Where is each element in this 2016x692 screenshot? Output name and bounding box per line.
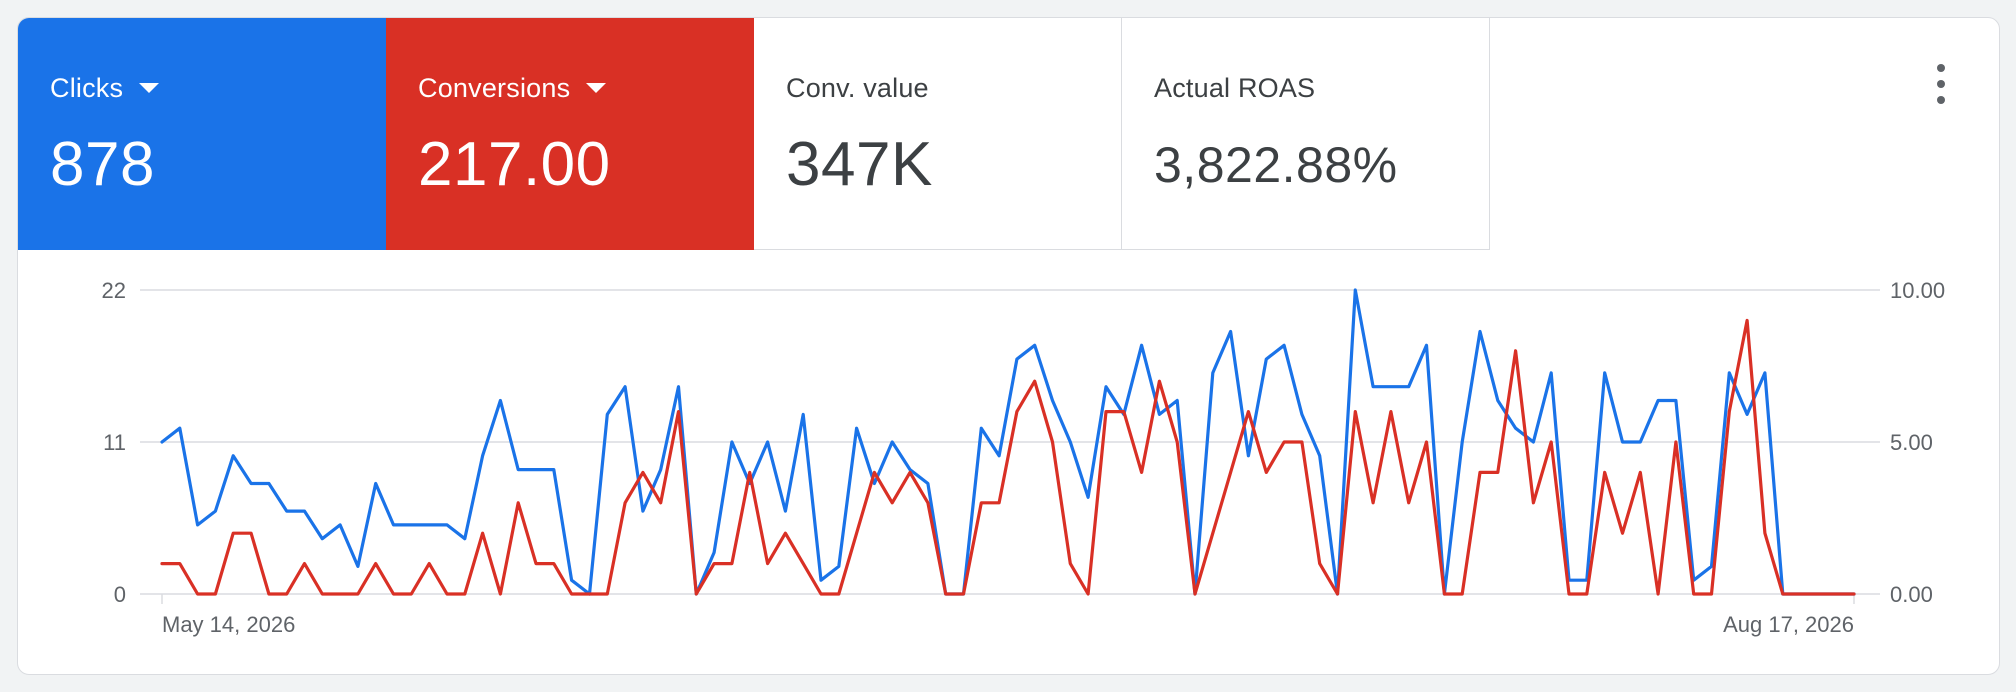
- metric-label-conv-value: Conv. value: [786, 72, 929, 103]
- y-right-tick-label: 5.00: [1890, 430, 1933, 455]
- metric-tile-actual-roas[interactable]: Actual ROAS 3,822.88%: [1122, 18, 1490, 250]
- more-dot: [1937, 64, 1945, 72]
- more-dot: [1937, 80, 1945, 88]
- metric-label-clicks: Clicks: [50, 72, 124, 103]
- more-dot: [1937, 96, 1945, 104]
- series-line-clicks: [160, 288, 1856, 596]
- x-tick-label-start: May 14, 2026: [162, 612, 295, 637]
- metric-tile-conversions[interactable]: Conversions 217.00: [386, 18, 754, 250]
- dropdown-caret-icon[interactable]: [139, 83, 160, 93]
- y-left-tick-label: 0: [114, 582, 126, 607]
- metric-label-actual-roas: Actual ROAS: [1154, 72, 1316, 103]
- metric-label-conversions: Conversions: [418, 72, 571, 103]
- series-line-conversions: [160, 318, 1856, 596]
- y-left-tick-label: 22: [102, 278, 126, 303]
- x-tick-label-end: Aug 17, 2026: [1723, 612, 1854, 637]
- y-right-tick-label: 10.00: [1890, 278, 1945, 303]
- performance-chart: 0 0.00 11 5.00 22 10.00 May 14, 2026 Aug 17, 20…: [102, 278, 1946, 637]
- dropdown-caret-icon[interactable]: [586, 83, 607, 93]
- y-right-tick-label: 0.00: [1890, 582, 1933, 607]
- metric-tile-conv-value[interactable]: Conv. value 347K: [754, 18, 1122, 250]
- y-left-tick-label: 11: [103, 430, 126, 455]
- metric-value-conv-value: 347K: [786, 130, 933, 199]
- more-vert-icon[interactable]: [1935, 64, 1947, 104]
- metric-tiles: Clicks 878 Conversions 217.00 Conv. valu…: [18, 18, 1490, 250]
- metric-value-conversions: 217.00: [418, 130, 611, 199]
- metric-value-clicks: 878: [50, 130, 155, 199]
- metric-value-actual-roas: 3,822.88%: [1154, 137, 1398, 193]
- performance-card: 0 0.00 11 5.00 22 10.00 May 14, 2026 Aug 17, 20…: [17, 17, 2000, 675]
- metric-tile-clicks[interactable]: Clicks 878: [18, 18, 386, 250]
